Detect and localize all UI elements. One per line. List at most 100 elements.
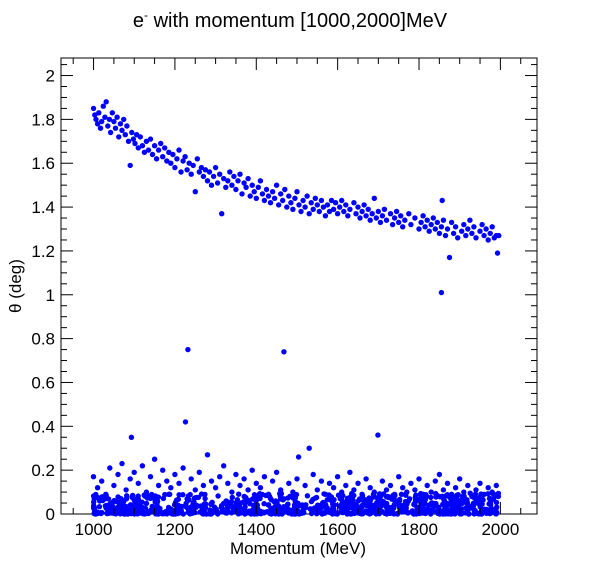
- data-point: [176, 147, 182, 153]
- data-point: [155, 147, 162, 153]
- data-point: [473, 487, 479, 493]
- y-tick-label: 1.4: [31, 198, 55, 217]
- y-tick-label: 0.8: [31, 330, 55, 349]
- data-point: [465, 226, 471, 232]
- data-point: [229, 182, 235, 188]
- data-point: [311, 505, 318, 511]
- data-point: [92, 112, 98, 118]
- data-point: [245, 175, 251, 182]
- marker-layer: [90, 99, 502, 517]
- data-point: [265, 502, 272, 508]
- data-point: [224, 502, 230, 508]
- data-point: [347, 206, 353, 212]
- data-point: [310, 206, 316, 212]
- data-point: [225, 480, 231, 486]
- data-point: [463, 232, 469, 239]
- data-point: [306, 211, 312, 217]
- data-point: [180, 158, 186, 164]
- data-point: [450, 230, 457, 237]
- data-point: [123, 487, 129, 493]
- data-point: [239, 191, 245, 197]
- y-tick-label: 1.8: [31, 110, 55, 129]
- data-point: [180, 465, 186, 471]
- data-point: [439, 197, 445, 204]
- data-point: [265, 193, 272, 199]
- data-point: [465, 482, 471, 489]
- data-point: [391, 215, 398, 221]
- data-point: [355, 498, 362, 504]
- data-point: [385, 493, 391, 500]
- data-point: [125, 508, 131, 514]
- data-point: [442, 504, 448, 510]
- data-point: [163, 508, 169, 515]
- y-tick-label: 0.6: [31, 373, 55, 392]
- data-point: [436, 230, 443, 237]
- data-point: [316, 208, 322, 215]
- data-point: [337, 204, 343, 210]
- data-point: [263, 186, 270, 193]
- data-point: [196, 169, 202, 175]
- data-point: [418, 496, 424, 503]
- data-point: [111, 497, 117, 504]
- data-point: [200, 173, 207, 180]
- data-point: [204, 178, 211, 184]
- data-point: [371, 195, 377, 201]
- data-point: [196, 469, 202, 475]
- title-main: e: [133, 10, 144, 32]
- data-point: [208, 478, 215, 484]
- data-point: [444, 492, 450, 498]
- data-point: [379, 478, 386, 484]
- data-point: [483, 226, 489, 232]
- data-point: [365, 206, 371, 212]
- data-point: [472, 491, 479, 497]
- data-point: [124, 123, 130, 129]
- data-point: [341, 208, 347, 215]
- data-point: [494, 504, 500, 510]
- data-point: [459, 228, 465, 234]
- data-point: [100, 103, 107, 109]
- data-point: [157, 506, 163, 513]
- data-point: [430, 215, 436, 221]
- data-point: [485, 485, 491, 491]
- data-point: [418, 490, 424, 497]
- data-point: [194, 156, 200, 162]
- data-point: [278, 191, 284, 197]
- data-point: [432, 226, 438, 232]
- data-point: [137, 134, 143, 140]
- y-tick-label: 1.2: [31, 242, 55, 261]
- data-point: [472, 507, 478, 514]
- data-point: [261, 197, 268, 204]
- y-tick-label: 0: [46, 505, 55, 524]
- data-point: [330, 206, 337, 212]
- data-point: [344, 506, 350, 513]
- x-tick-label: 2000: [481, 520, 519, 539]
- data-point: [413, 492, 419, 498]
- data-point: [168, 160, 174, 166]
- y-tick-label: 2: [46, 67, 55, 86]
- data-point: [127, 476, 133, 482]
- data-point: [153, 156, 160, 162]
- data-point: [273, 469, 280, 475]
- data-point: [229, 489, 235, 495]
- data-point: [90, 105, 97, 112]
- data-point: [273, 182, 280, 188]
- data-point: [204, 452, 211, 458]
- data-point: [135, 480, 141, 486]
- data-point: [234, 497, 241, 503]
- data-point: [328, 197, 335, 204]
- data-point: [285, 495, 291, 501]
- data-point: [103, 502, 110, 509]
- data-point: [139, 463, 146, 469]
- data-point: [109, 110, 116, 116]
- data-point: [119, 127, 125, 133]
- x-axis-title: Momentum (MeV): [230, 539, 366, 558]
- data-point: [183, 500, 189, 507]
- y-axis-title: θ (deg): [6, 259, 25, 313]
- data-point: [343, 482, 349, 489]
- data-point: [176, 480, 182, 486]
- data-point: [448, 219, 455, 226]
- data-point: [105, 496, 112, 502]
- data-point: [212, 164, 219, 171]
